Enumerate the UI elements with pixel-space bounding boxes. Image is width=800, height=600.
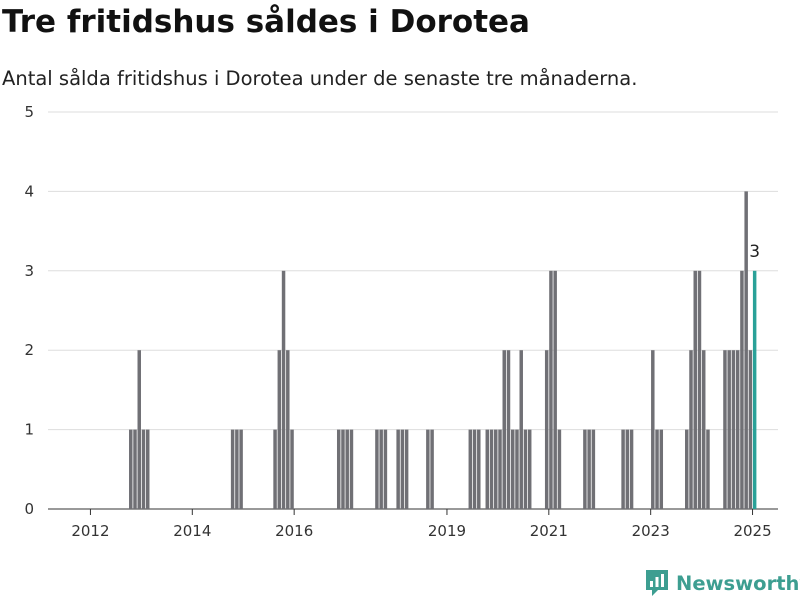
bar	[740, 270, 744, 509]
bar	[489, 429, 494, 509]
bar	[519, 350, 523, 509]
gridlines	[48, 111, 778, 510]
bar	[133, 429, 137, 509]
y-tick-label: 0	[24, 500, 34, 518]
bar	[689, 350, 693, 509]
bar	[379, 429, 383, 509]
bar	[472, 429, 477, 509]
bar	[485, 429, 490, 509]
bar	[468, 429, 473, 509]
bar	[426, 429, 430, 509]
bar	[591, 429, 596, 509]
bar	[502, 350, 506, 509]
bar	[498, 429, 502, 509]
bar	[477, 429, 481, 509]
bar	[685, 429, 689, 509]
bar	[404, 429, 409, 509]
y-tick-label: 3	[24, 262, 34, 280]
chart-subtitle: Antal sålda fritidshus i Dorotea under d…	[2, 67, 638, 90]
x-tick-label: 2016	[275, 522, 313, 540]
bar	[723, 350, 727, 509]
newsworthy-logo: Newsworthy	[644, 568, 800, 598]
bar	[281, 270, 286, 509]
x-tick-label: 2021	[530, 522, 568, 540]
bar-highlight	[752, 270, 757, 509]
bar	[544, 350, 549, 509]
x-tick-label: 2019	[428, 522, 466, 540]
y-tick-label: 1	[24, 421, 34, 439]
bar	[735, 350, 740, 509]
bar	[701, 350, 706, 509]
bar	[290, 429, 294, 509]
x-tick-label: 2012	[71, 522, 109, 540]
bar	[510, 429, 515, 509]
y-tick-label: 5	[24, 103, 34, 121]
bar	[625, 429, 630, 509]
bar	[383, 429, 388, 509]
bar	[655, 429, 659, 509]
bar	[587, 429, 591, 509]
bar	[583, 429, 587, 509]
bar	[230, 429, 235, 509]
x-tick-label: 2025	[733, 522, 771, 540]
bar	[557, 429, 562, 509]
bar	[336, 429, 341, 509]
y-axis: 0 1 2 3 4 5	[24, 103, 34, 518]
bar	[235, 429, 239, 509]
bar	[129, 429, 133, 509]
bar	[345, 429, 349, 509]
bar	[277, 350, 282, 509]
bar	[494, 429, 498, 509]
bar	[693, 270, 697, 509]
bar	[651, 350, 655, 509]
y-tick-label: 4	[24, 182, 34, 200]
bar	[273, 429, 277, 509]
bar	[341, 429, 345, 509]
bar	[553, 270, 557, 509]
newsworthy-logo-icon	[646, 570, 668, 596]
data-labels: 3	[749, 242, 760, 262]
bar-chart: 0 1 2 3 4 5 2012 2014 2016 2019 2021 2023 2025 3	[24, 103, 778, 540]
bar	[549, 270, 553, 509]
y-tick-label: 2	[24, 341, 34, 359]
bar	[659, 429, 664, 509]
bar	[396, 429, 400, 509]
bar	[141, 429, 146, 509]
bar	[400, 429, 405, 509]
bar	[145, 429, 150, 509]
x-axis: 2012 2014 2016 2019 2021 2023 2025	[71, 509, 772, 540]
bar	[286, 350, 290, 509]
bar	[527, 429, 532, 509]
bar	[523, 429, 528, 509]
bar	[515, 429, 519, 509]
bar	[430, 429, 434, 509]
bar	[748, 350, 753, 509]
bars	[129, 191, 757, 509]
x-tick-label: 2023	[632, 522, 670, 540]
bar	[744, 191, 748, 509]
bar	[375, 429, 379, 509]
bar	[727, 350, 731, 509]
bar	[697, 270, 702, 509]
bar	[731, 350, 736, 509]
bar	[706, 429, 710, 509]
bar	[506, 350, 511, 509]
bar	[239, 429, 243, 509]
highlight-value-label: 3	[749, 242, 760, 262]
x-tick-label: 2014	[173, 522, 211, 540]
bar	[137, 350, 141, 509]
bar	[349, 429, 354, 509]
bar	[621, 429, 625, 509]
bar	[629, 429, 634, 509]
chart-title: Tre fritidshus såldes i Dorotea	[2, 4, 530, 40]
brand-name: Newsworthy	[676, 571, 800, 595]
